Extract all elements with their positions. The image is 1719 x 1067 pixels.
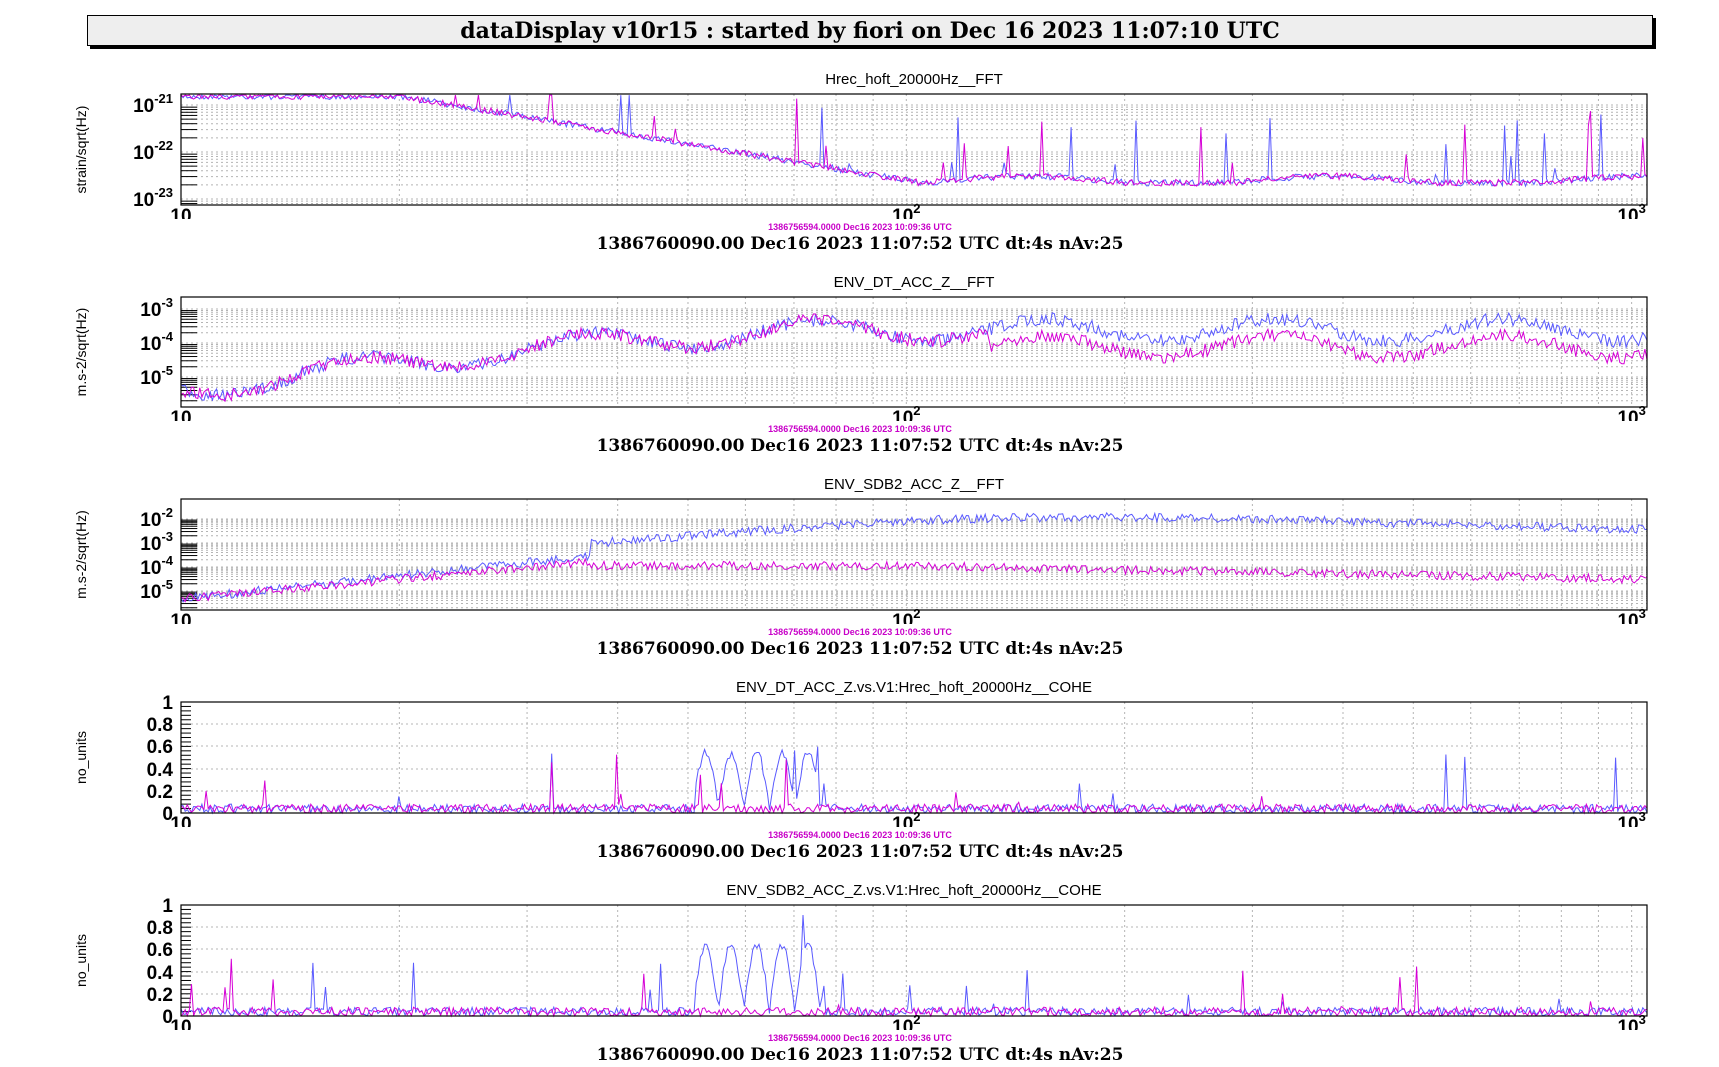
label-clip [151, 421, 1677, 433]
series-magenta-line [180, 958, 1648, 1018]
panel-info: 1386760090.00 Dec16 2023 11:07:52 UTC dt… [597, 234, 1124, 254]
panel-title: Hrec_hoft_20000Hz__FFT [825, 71, 1003, 88]
gps-stamp: 1386756594.0000 Dec16 2023 10:09:36 UTC [768, 627, 952, 637]
display-title: dataDisplay v10r15 : started by fiori on… [460, 17, 1280, 44]
panel-title: ENV_DT_ACC_Z.vs.V1:Hrec_hoft_20000Hz__CO… [736, 679, 1092, 696]
series-magenta-line [180, 754, 1648, 815]
y-tick-label: 10-21 [133, 91, 173, 117]
y-axis-label: m.s-2/sqrt(Hz) [73, 308, 89, 397]
series-blue-line [180, 746, 1648, 815]
y-tick-label: 0 [162, 1007, 173, 1028]
series-magenta-line [180, 94, 1648, 187]
y-tick-label: 10-5 [140, 577, 173, 603]
gps-stamp: 1386756594.0000 Dec16 2023 10:09:36 UTC [768, 424, 952, 434]
panel-4: ENV_DT_ACC_Z.vs.V1:Hrec_hoft_20000Hz__CO… [73, 679, 1677, 862]
plot-frame [180, 701, 1648, 814]
display-title-bar: dataDisplay v10r15 : started by fiori on… [87, 15, 1653, 46]
plot-frame [180, 93, 1648, 206]
panel-1: Hrec_hoft_20000Hz__FFT strain/sqrt(Hz) 10-… [73, 71, 1677, 254]
grid [180, 701, 1647, 814]
y-axis-label: no_units [73, 934, 89, 987]
y-tick-label: 1 [162, 693, 173, 714]
gps-stamp: 1386756594.0000 Dec16 2023 10:09:36 UTC [768, 222, 952, 232]
panel-title: ENV_SDB2_ACC_Z.vs.V1:Hrec_hoft_20000Hz__… [726, 882, 1101, 899]
panel-5: ENV_SDB2_ACC_Z.vs.V1:Hrec_hoft_20000Hz__… [73, 882, 1677, 1065]
y-axis-label: strain/sqrt(Hz) [73, 106, 89, 194]
y-tick-label: 10-3 [140, 529, 173, 555]
plot-frame [180, 498, 1648, 611]
y-tick-label: 0.4 [147, 963, 174, 984]
y-tick-label: 10-22 [133, 138, 173, 164]
y-tick-label: 10-4 [140, 329, 173, 355]
y-tick-label: 0.2 [147, 782, 173, 803]
y-tick-label: 0.4 [147, 760, 174, 781]
label-clip [151, 219, 1677, 231]
gps-stamp: 1386756594.0000 Dec16 2023 10:09:36 UTC [768, 1033, 952, 1043]
grid [180, 904, 1647, 1017]
series-blue-line [180, 311, 1648, 402]
panel-info: 1386760090.00 Dec16 2023 11:07:52 UTC dt… [597, 436, 1124, 456]
series-magenta-line [180, 313, 1648, 403]
y-tick-label: 0.8 [147, 918, 173, 939]
y-tick-label: 0.8 [147, 715, 173, 736]
panel-info: 1386760090.00 Dec16 2023 11:07:52 UTC dt… [597, 842, 1124, 862]
grid [180, 297, 1647, 407]
y-tick-label: 0 [162, 804, 173, 825]
y-axis-label: m.s-2/sqrt(Hz) [73, 510, 89, 599]
grid [180, 94, 1647, 205]
y-tick-label: 0.2 [147, 985, 173, 1006]
series-magenta-line [180, 557, 1648, 603]
plot-frame [180, 904, 1648, 1017]
y-tick-label: 10-3 [140, 295, 173, 321]
series-blue-line [180, 914, 1648, 1018]
y-tick-label: 10-23 [133, 185, 173, 211]
y-axis-label: no_units [73, 731, 89, 784]
label-clip [151, 624, 1677, 636]
series-blue-line [180, 94, 1648, 188]
y-tick-label: 10-4 [140, 553, 173, 579]
label-clip [151, 1030, 1677, 1042]
y-tick-label: 0.6 [147, 940, 173, 961]
y-tick-label: 0.6 [147, 737, 173, 758]
panel-title: ENV_DT_ACC_Z__FFT [834, 274, 995, 291]
panel-info: 1386760090.00 Dec16 2023 11:07:52 UTC dt… [597, 639, 1124, 659]
panel-title: ENV_SDB2_ACC_Z__FFT [824, 476, 1004, 493]
series-blue-line [180, 511, 1647, 603]
grid [180, 499, 1647, 610]
y-tick-label: 1 [162, 896, 173, 917]
plot-frame [180, 296, 1648, 408]
y-tick-label: 10-2 [140, 505, 173, 531]
label-clip [151, 827, 1677, 839]
y-tick-label: 10-5 [140, 363, 173, 389]
panel-info: 1386760090.00 Dec16 2023 11:07:52 UTC dt… [597, 1045, 1124, 1065]
panel-2: ENV_DT_ACC_Z__FFT m.s-2/sqrt(Hz) 10-3 10-4 1… [73, 274, 1677, 456]
gps-stamp: 1386756594.0000 Dec16 2023 10:09:36 UTC [768, 830, 952, 840]
